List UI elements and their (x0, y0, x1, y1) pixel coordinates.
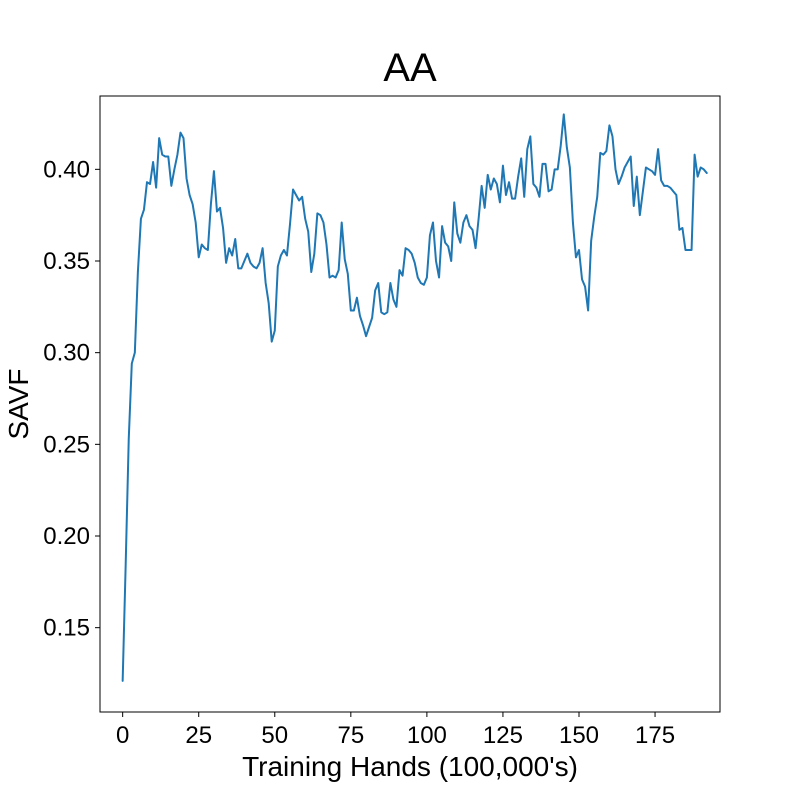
x-tick-label: 150 (559, 722, 599, 749)
y-tick-label: 0.15 (43, 615, 90, 642)
x-tick-label: 50 (261, 722, 288, 749)
y-tick-label: 0.20 (43, 523, 90, 550)
plot-frame (99, 95, 721, 713)
y-tick-label: 0.40 (43, 156, 90, 183)
x-tick-label: 125 (483, 722, 523, 749)
y-tick-label: 0.35 (43, 248, 90, 275)
series-line (121, 113, 708, 682)
x-axis-label: Training Hands (100,000's) (242, 751, 578, 782)
x-tick-label: 25 (185, 722, 212, 749)
chart-title: AA (383, 46, 437, 90)
plot-area (99, 95, 721, 713)
x-tick-label: 100 (407, 722, 447, 749)
x-tick-label: 175 (635, 722, 675, 749)
y-axis: 0.15 0.20 0.25 0.30 0.35 0.40 (43, 156, 100, 642)
x-axis: 0 25 50 75 100 125 150 175 (116, 712, 675, 749)
x-tick-label: 0 (116, 722, 129, 749)
y-axis-label: SAVF (3, 368, 34, 439)
x-tick-label: 75 (337, 722, 364, 749)
y-tick-label: 0.25 (43, 431, 90, 458)
y-tick-label: 0.30 (43, 340, 90, 367)
